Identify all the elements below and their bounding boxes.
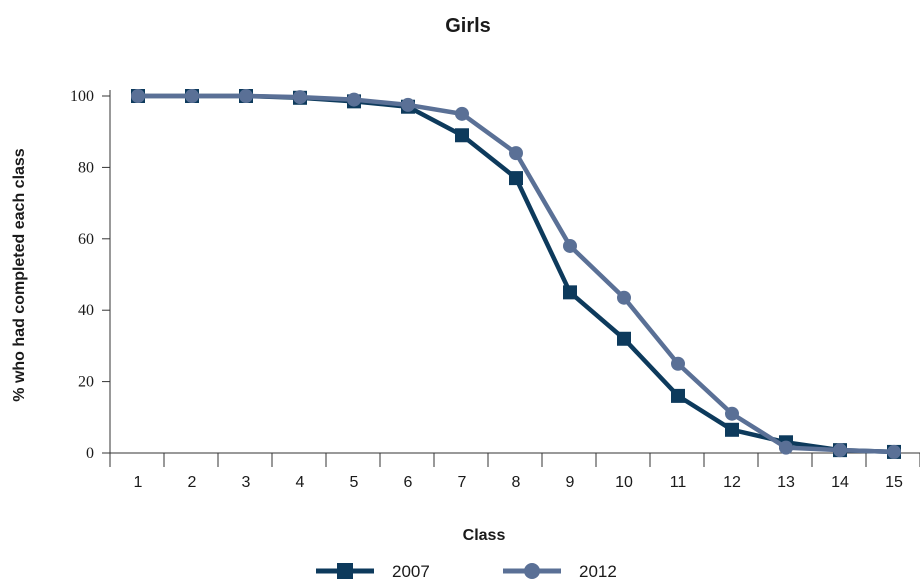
y-tick-label: 20	[78, 374, 94, 391]
chart-title: Girls	[445, 15, 491, 37]
data-point-circle	[131, 89, 145, 103]
data-point-circle	[563, 238, 577, 253]
y-tick-label: 40	[78, 302, 94, 319]
x-tick-label: 1	[134, 474, 143, 491]
y-tick-label: 100	[70, 88, 94, 105]
x-tick-label: 13	[777, 474, 795, 491]
y-tick-label: 80	[78, 159, 94, 176]
x-tick-label: 4	[296, 474, 305, 491]
legend-item-2007: 2007	[316, 562, 430, 581]
data-point-square	[725, 422, 739, 437]
data-point-circle	[185, 89, 199, 103]
y-tick-label: 0	[86, 445, 94, 462]
series-layer	[131, 89, 901, 459]
series-2012	[131, 89, 901, 459]
data-point-square	[509, 171, 523, 186]
x-tick-label: 3	[242, 474, 251, 491]
x-tick-label: 14	[831, 474, 849, 491]
legend: 2007 2012	[316, 562, 617, 581]
legend-circle-marker	[524, 563, 540, 579]
data-point-circle	[617, 290, 631, 305]
data-point-circle	[293, 90, 307, 105]
x-tick-label: 11	[670, 474, 687, 491]
x-tick-label: 5	[350, 474, 359, 491]
data-point-circle	[833, 443, 847, 458]
series-2007	[131, 89, 901, 459]
x-tick-label: 2	[188, 474, 197, 491]
x-tick-label: 15	[885, 474, 903, 491]
data-point-circle	[239, 89, 253, 103]
legend-item-2012: 2012	[503, 562, 617, 581]
x-tick-label: 7	[458, 474, 467, 491]
data-point-square	[617, 331, 631, 346]
legend-square-marker	[337, 563, 353, 579]
x-tick-label: 8	[512, 474, 521, 491]
x-tick-label: 9	[566, 474, 575, 491]
data-point-circle	[779, 440, 793, 455]
data-point-circle	[887, 444, 901, 459]
data-point-circle	[725, 406, 739, 421]
x-tick-label: 6	[404, 474, 413, 491]
data-point-circle	[671, 356, 685, 371]
x-axis-title: Class	[463, 527, 506, 544]
data-point-circle	[455, 106, 469, 121]
data-point-circle	[509, 146, 523, 161]
legend-label: 2007	[392, 562, 430, 581]
data-point-circle	[401, 97, 415, 112]
y-tick-label: 60	[78, 231, 94, 248]
x-tick-label: 10	[615, 474, 633, 491]
x-tick-label: 12	[723, 474, 741, 491]
data-point-square	[455, 128, 469, 143]
y-axis-title: % who had completed each class	[11, 148, 28, 402]
legend-label: 2012	[579, 562, 617, 581]
data-point-square	[563, 285, 577, 300]
data-point-square	[671, 388, 685, 403]
data-point-circle	[347, 92, 361, 107]
